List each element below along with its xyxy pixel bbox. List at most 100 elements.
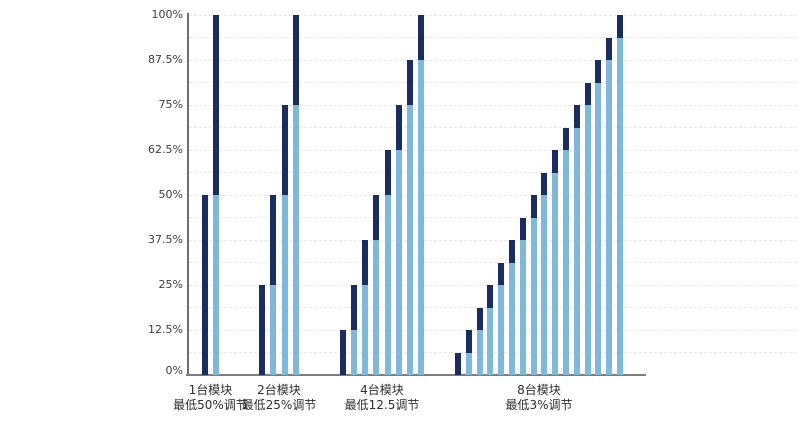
y-tick-label: 62.5%: [148, 143, 183, 156]
bar-base-segment: [270, 285, 277, 375]
bar-increment-segment: [259, 285, 265, 375]
bar-base-segment: [584, 105, 591, 375]
bar: [395, 105, 402, 375]
bar: [351, 285, 358, 375]
bar: [259, 285, 265, 375]
bar: [606, 37, 613, 375]
group-label: 4台模块 最低12.5调节: [292, 383, 472, 413]
bar-increment-segment: [617, 15, 623, 38]
bar-base-segment: [487, 307, 494, 375]
bar-increment-segment: [293, 15, 299, 105]
gridline: [189, 149, 797, 151]
bar: [595, 60, 602, 375]
bar-increment-segment: [418, 15, 424, 60]
x-axis-line: [186, 374, 646, 376]
bar: [519, 217, 526, 375]
bar-base-segment: [281, 195, 288, 375]
bar-increment-segment: [487, 285, 494, 308]
group-label-line2: 最低50%调节: [173, 398, 248, 412]
bar-increment-segment: [509, 240, 515, 263]
bar: [455, 352, 461, 375]
y-tick-label: 50%: [158, 188, 183, 201]
bar-group: [340, 15, 424, 375]
bar-increment-segment: [606, 37, 613, 60]
bar-base-segment: [617, 37, 623, 375]
bar: [541, 172, 548, 375]
gridline: [189, 127, 797, 128]
group-label-line1: 2台模块: [257, 383, 301, 397]
bar-base-segment: [573, 127, 580, 375]
gridline: [189, 194, 797, 196]
bar: [509, 240, 515, 375]
bar-increment-segment: [519, 217, 526, 240]
bar-increment-segment: [213, 15, 219, 195]
bar-base-segment: [213, 195, 219, 375]
bar-base-segment: [384, 195, 391, 375]
bar-base-segment: [541, 195, 548, 375]
bar: [384, 150, 391, 375]
bar-base-segment: [519, 240, 526, 375]
bar: [584, 82, 591, 375]
bar-increment-segment: [498, 262, 505, 285]
bar: [617, 15, 623, 375]
bar: [281, 105, 288, 375]
bar-base-segment: [595, 82, 602, 375]
bar: [213, 15, 219, 375]
y-tick-label: 0%: [165, 364, 183, 377]
bar-base-segment: [373, 240, 380, 375]
gridline: [189, 239, 797, 241]
bar-increment-segment: [465, 330, 472, 353]
bar-increment-segment: [340, 330, 346, 375]
bar-increment-segment: [270, 195, 277, 285]
gridline: [189, 262, 797, 263]
group-label-line2: 最低25%调节: [241, 398, 317, 412]
bar-base-segment: [498, 285, 505, 375]
bar-group: [455, 15, 623, 375]
bar: [563, 127, 569, 375]
bar-increment-segment: [455, 352, 461, 375]
y-tick-label: 87.5%: [148, 53, 183, 66]
bar-base-segment: [552, 172, 559, 375]
bar-base-segment: [530, 217, 537, 375]
bar-base-segment: [476, 330, 483, 375]
bar-increment-segment: [573, 105, 580, 128]
bar: [530, 195, 537, 375]
bar: [465, 330, 472, 375]
group-label: 8台模块 最低3%调节: [449, 383, 629, 413]
bar-increment-segment: [281, 105, 288, 195]
group-label-line2: 最低12.5调节: [344, 398, 420, 412]
bar: [498, 262, 505, 375]
bar-increment-segment: [563, 127, 569, 150]
group-label-line2: 最低3%调节: [505, 398, 573, 412]
bar-base-segment: [395, 150, 402, 375]
bar-base-segment: [418, 60, 424, 375]
bar-increment-segment: [406, 60, 413, 105]
group-label-line1: 8台模块: [517, 383, 561, 397]
bar-base-segment: [362, 285, 369, 375]
bar-increment-segment: [395, 105, 402, 150]
bar: [293, 15, 299, 375]
bar: [552, 150, 559, 375]
gridline: [189, 217, 797, 218]
bar-increment-segment: [384, 150, 391, 195]
bar-group: [259, 15, 299, 375]
group-label: 2台模块 最低25%调节: [189, 383, 369, 413]
bar: [373, 195, 380, 375]
bar-increment-segment: [351, 285, 358, 330]
gridline: [189, 37, 797, 38]
bar-increment-segment: [476, 307, 483, 330]
bar-increment-segment: [595, 60, 602, 83]
bar-increment-segment: [362, 240, 369, 285]
bar-group: [202, 15, 219, 375]
bar: [418, 15, 424, 375]
bar-increment-segment: [552, 150, 559, 173]
bar-base-segment: [351, 330, 358, 375]
bar: [270, 195, 277, 375]
bar-increment-segment: [530, 195, 537, 218]
bar-base-segment: [406, 105, 413, 375]
gridline: [189, 172, 797, 173]
bar: [476, 307, 483, 375]
group-label: 1台模块 最低50%调节: [121, 383, 301, 413]
bar: [202, 195, 208, 375]
